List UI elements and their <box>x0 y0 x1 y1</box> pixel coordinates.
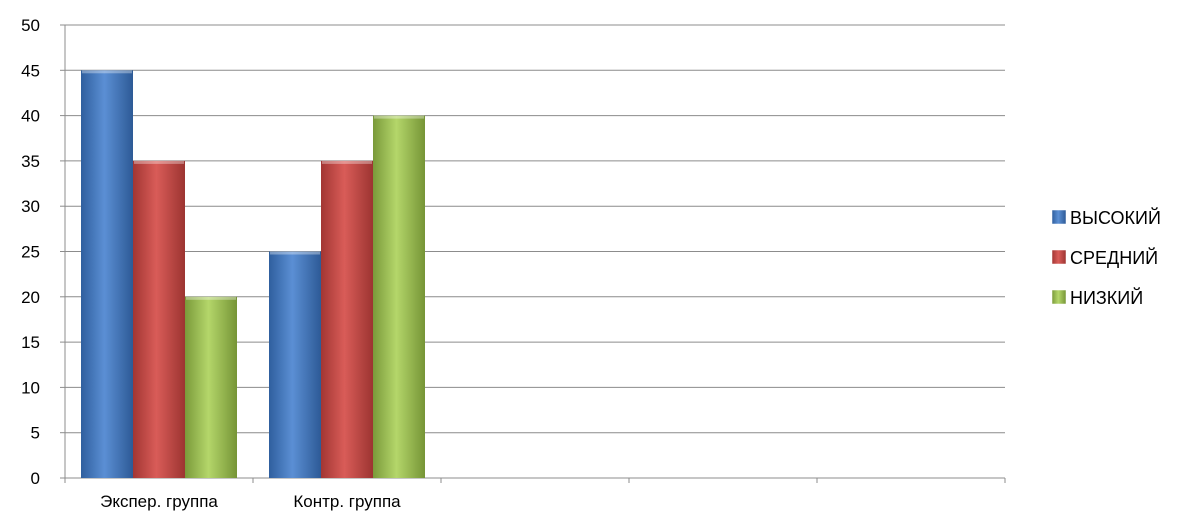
bar-высокий <box>81 70 133 479</box>
bar-highlight <box>374 115 424 119</box>
x-category-label: Экспер. группа <box>100 492 218 511</box>
y-tick-label: 45 <box>21 61 40 80</box>
y-tick-label: 10 <box>21 378 40 397</box>
legend-swatch <box>1051 289 1067 305</box>
y-tick-label: 25 <box>21 243 40 262</box>
y-tick-labels: 0 5 10 15 20 25 30 35 40 45 50 <box>21 16 40 488</box>
legend-label: ВЫСОКИЙ <box>1070 207 1161 228</box>
y-tick-label: 30 <box>21 197 40 216</box>
bar-средний <box>321 160 373 478</box>
bar-низкий <box>185 296 237 478</box>
legend: ВЫСОКИЙ СРЕДНИЙ НИЗКИЙ <box>1051 207 1161 308</box>
bar-highlight <box>186 296 236 300</box>
bar-средний <box>133 160 185 478</box>
legend-label: СРЕДНИЙ <box>1070 247 1158 268</box>
legend-label: НИЗКИЙ <box>1070 287 1143 308</box>
bar-highlight <box>270 251 320 255</box>
x-category-label: Контр. группа <box>293 492 401 511</box>
bar-highlight <box>82 70 132 74</box>
legend-swatch <box>1051 209 1067 225</box>
bars <box>81 70 425 479</box>
y-tick-label: 20 <box>21 288 40 307</box>
x-category-labels: Экспер. группа Контр. группа <box>100 492 401 511</box>
y-tick-label: 40 <box>21 107 40 126</box>
bar-highlight <box>322 160 372 164</box>
y-tick-label: 5 <box>31 424 40 443</box>
bar-высокий <box>269 251 321 478</box>
bar-низкий <box>373 115 425 478</box>
y-tick-label: 35 <box>21 152 40 171</box>
y-tick-label: 50 <box>21 16 40 35</box>
legend-swatch <box>1051 249 1067 265</box>
y-tick-label: 15 <box>21 333 40 352</box>
bar-highlight <box>134 160 184 164</box>
y-tick-label: 0 <box>31 469 40 488</box>
